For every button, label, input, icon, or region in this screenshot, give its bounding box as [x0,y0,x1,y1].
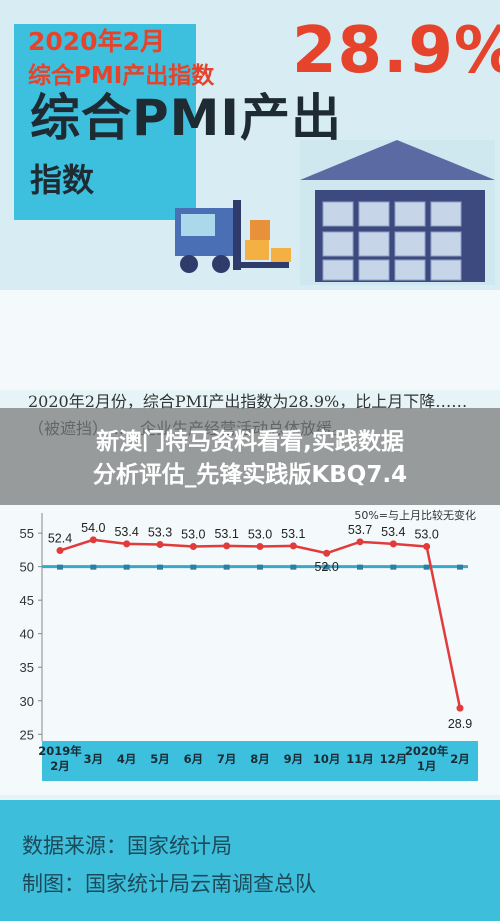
data-label: 28.9 [448,717,472,731]
overlay-line-2: 分析评估_先锋实践版KBQ7.4 [92,462,408,488]
reference-marker [90,564,97,570]
data-label: 53.4 [114,525,138,539]
data-label: 53.3 [148,526,172,540]
data-label: 52.4 [48,532,72,546]
y-tick-label: 25 [20,727,34,742]
y-tick-label: 50 [20,560,34,575]
headline-date: 2020年2月 [28,27,165,56]
x-tick-label: 11月 [346,752,374,766]
x-tick-label: 2月 [450,752,470,766]
x-tick-label: 3月 [84,752,104,766]
pmi-line-chart: 25 30 35 40 45 50 55 50%=与上月比较无变化 52.4 54.0 53.4 53… [20,508,478,781]
data-label: 53.4 [381,525,405,539]
headline-panel [0,290,500,390]
data-label: 54.0 [81,521,105,535]
x-axis-band [42,741,478,781]
warehouse-illustration [175,140,495,285]
reference-marker [290,564,297,570]
data-label: 53.7 [348,523,372,537]
data-point [56,547,64,555]
y-tick-label: 55 [20,526,34,541]
x-tick-label: 2月 [50,759,70,773]
hero-card [14,24,196,220]
data-source: 数据来源：国家统计局 [22,834,232,858]
data-point [189,543,197,551]
data-label: 52.0 [314,560,338,574]
reference-marker [357,564,363,570]
reference-marker [457,564,463,570]
data-point [423,543,431,551]
x-tick-label: 8月 [250,752,270,766]
overlay-text[interactable]: 新澳门特马资料看看,实践数据 分析评估_先锋实践版KBQ7.4 [0,426,500,492]
data-point [256,543,264,551]
x-tick-label: 9月 [284,752,304,766]
headline-value: 28.9% [292,14,500,88]
x-tick-label: 10月 [313,752,341,766]
overlay-line-1: 新澳门特马资料看看,实践数据 [96,429,404,455]
x-tick-label: 5月 [150,752,170,766]
x-tick-label: 1月 [417,759,437,773]
reference-marker [157,564,163,570]
data-point [156,541,164,549]
data-point [389,540,397,548]
data-point [223,542,231,550]
y-tick-label: 40 [20,627,34,642]
reference-marker [223,564,230,570]
data-label: 53.1 [281,527,305,541]
x-tick-label: 7月 [217,752,237,766]
reference-marker [323,564,330,570]
reference-marker [390,564,397,570]
data-label: 53.0 [414,528,438,542]
data-point [123,540,131,548]
x-tick-label: 2020年 [405,744,449,758]
x-tick-label: 6月 [184,752,204,766]
x-tick-label: 4月 [117,752,137,766]
chart-maker: 制图：国家统计局云南调查总队 [22,872,316,896]
data-point [89,536,97,544]
data-point [323,549,331,557]
data-label: 53.1 [214,527,238,541]
reference-marker [423,564,430,570]
reference-marker [190,564,197,570]
title-overlay [0,408,500,508]
chart-legend: 50%=与上月比较无变化 [354,508,476,522]
data-point [456,704,464,712]
reference-marker [257,564,263,570]
reference-marker [57,564,63,570]
reference-marker [123,564,130,570]
data-point [356,538,364,546]
y-tick-label: 45 [20,593,34,608]
footer [0,800,500,921]
hero-title: 综合PMI产出 [30,89,343,147]
hero-subtitle: 指数 [30,161,95,199]
x-tick-label: 12月 [380,752,408,766]
data-point [289,542,297,550]
data-label: 53.0 [181,528,205,542]
x-tick-label: 2019年 [38,744,82,758]
headline-label: 综合PMI产出指数 [28,63,215,89]
y-tick-label: 30 [20,694,34,709]
data-label: 53.0 [248,528,272,542]
y-tick-label: 35 [20,660,34,675]
